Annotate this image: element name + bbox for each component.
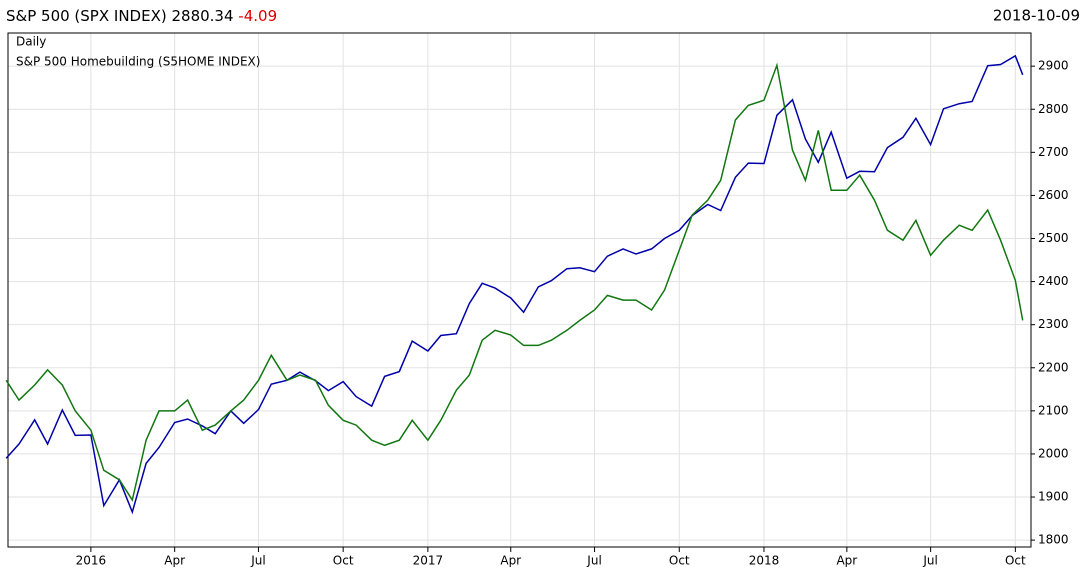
x-tick-label: Apr — [500, 554, 521, 568]
x-tick-label: 2018 — [749, 554, 780, 568]
y-tick-label: 2300 — [1038, 317, 1069, 331]
y-tick-label: 2600 — [1038, 188, 1069, 202]
x-tick-label: Oct — [333, 554, 354, 568]
y-tick-label: 2700 — [1038, 145, 1069, 159]
last-price: 2880.34 — [171, 7, 233, 25]
y-tick-label: 2800 — [1038, 102, 1069, 116]
legend-label: Daily — [16, 35, 46, 49]
y-tick-label: 2400 — [1038, 274, 1069, 288]
y-tick-label: 2200 — [1038, 360, 1069, 374]
legend-label: S&P 500 Homebuilding (S5HOME INDEX) — [16, 55, 260, 69]
price-change: -4.09 — [238, 7, 277, 25]
x-tick-label: 2016 — [76, 554, 107, 568]
x-tick-label: Oct — [1005, 554, 1026, 568]
y-tick-label: 2100 — [1038, 403, 1069, 417]
x-tick-label: Oct — [669, 554, 690, 568]
chart-title-group: S&P 500 (SPX INDEX) 2880.34 -4.09 — [6, 7, 277, 25]
x-tick-label: Apr — [164, 554, 185, 568]
chart-date: 2018-10-09 — [993, 7, 1080, 25]
y-tick-label: 2500 — [1038, 231, 1069, 245]
x-tick-label: 2017 — [413, 554, 444, 568]
x-tick-label: Jul — [250, 554, 265, 568]
y-tick-label: 2000 — [1038, 446, 1069, 460]
y-tick-label: 2900 — [1038, 59, 1069, 73]
y-tick-label: 1900 — [1038, 490, 1069, 504]
x-tick-label: Apr — [836, 554, 857, 568]
y-tick-label: 1800 — [1038, 533, 1069, 547]
x-tick-label: Jul — [586, 554, 601, 568]
chart-title: S&P 500 (SPX INDEX) — [6, 7, 167, 25]
series-line — [5, 54, 1024, 515]
x-tick-label: Jul — [922, 554, 937, 568]
series-line — [5, 62, 1024, 502]
plot-frame — [7, 32, 1032, 548]
